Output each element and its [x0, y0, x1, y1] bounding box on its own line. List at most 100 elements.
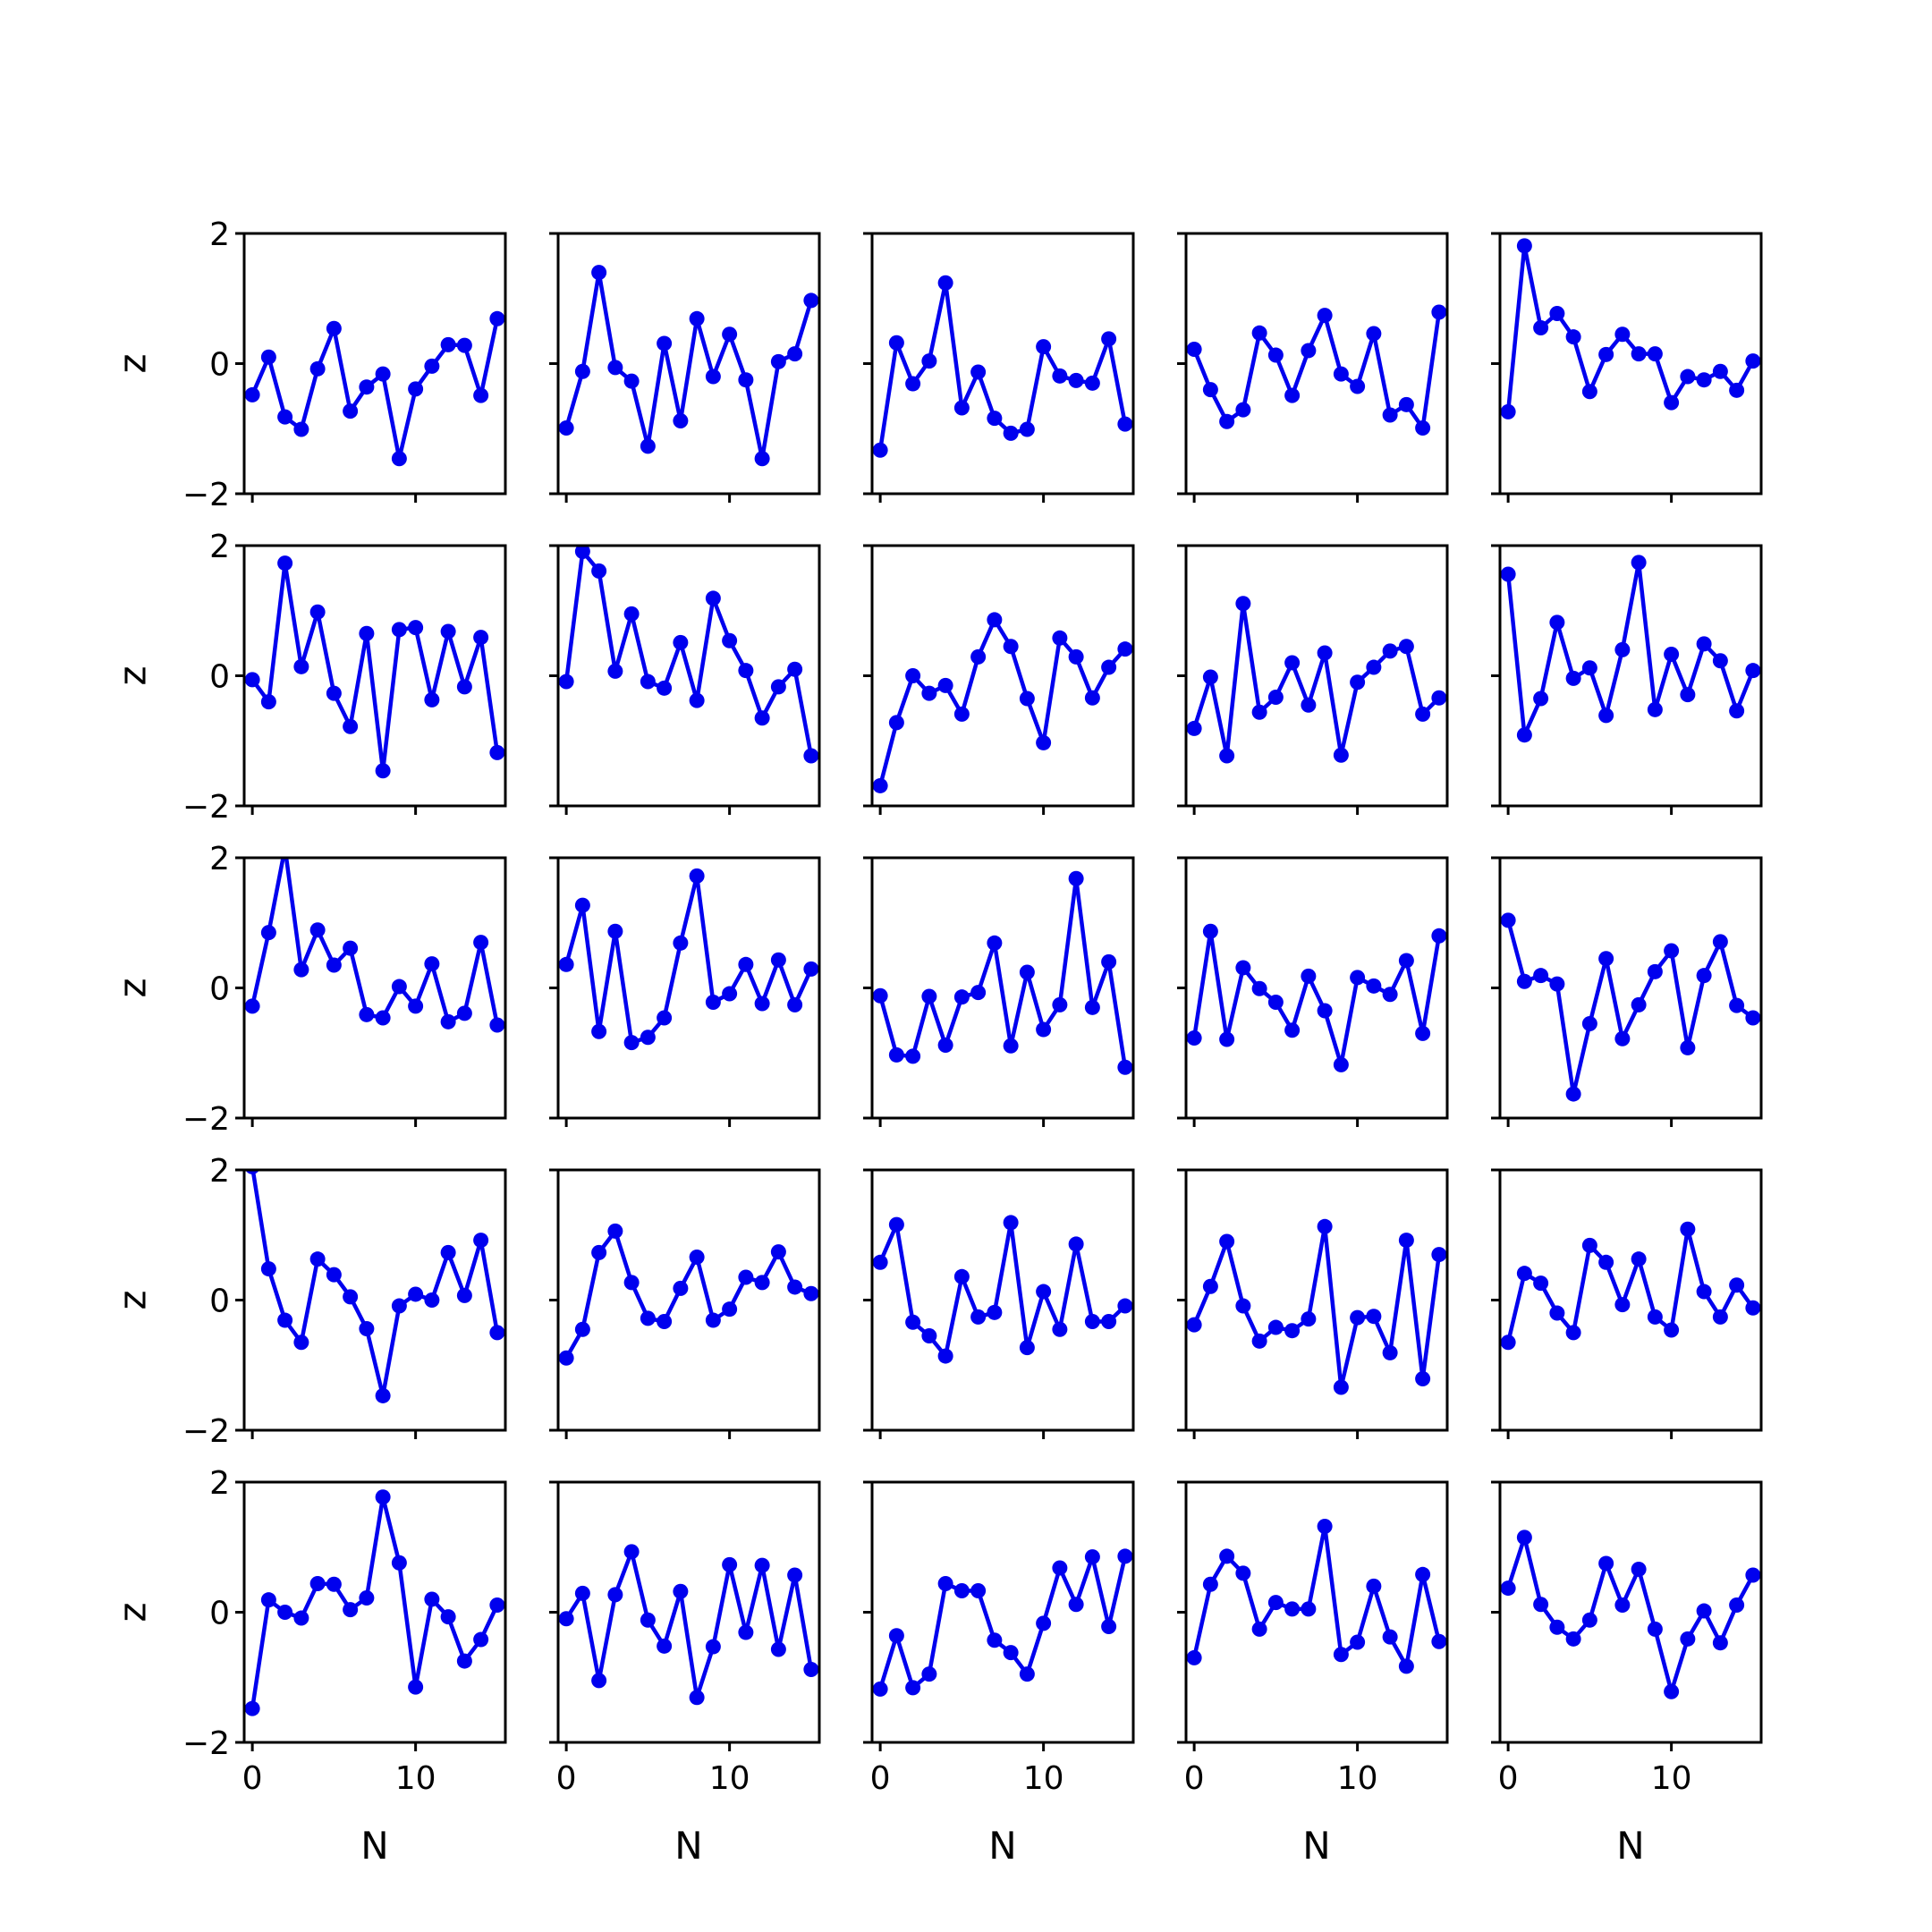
data-point [1284, 655, 1301, 671]
data-point [921, 685, 937, 701]
data-point [244, 1700, 260, 1716]
data-point [1549, 976, 1565, 992]
data-point [787, 661, 803, 677]
plot-frame [556, 1168, 821, 1432]
y-axis-label: z [111, 978, 155, 997]
subplot-1-2 [549, 232, 821, 503]
data-point [1516, 973, 1532, 989]
series-line [564, 270, 814, 461]
series-group [872, 1548, 1133, 1697]
data-point [953, 400, 970, 416]
series-group [1186, 1218, 1447, 1395]
data-point [657, 1638, 673, 1654]
data-point [591, 1673, 607, 1689]
data-point [1382, 1629, 1398, 1645]
data-point [1516, 1530, 1532, 1546]
data-point [770, 952, 786, 968]
data-point [244, 386, 260, 402]
data-point [359, 379, 375, 395]
data-point [1533, 968, 1549, 984]
data-point [921, 353, 937, 369]
data-point [1101, 1314, 1117, 1330]
data-point [1267, 995, 1284, 1011]
series-line [1505, 1226, 1755, 1343]
series-group [558, 1223, 819, 1366]
data-point [803, 1662, 819, 1678]
data-point [1251, 704, 1267, 720]
data-point [1680, 1039, 1696, 1055]
data-point [1431, 1247, 1447, 1263]
data-point [1117, 1059, 1133, 1075]
data-point [1052, 1321, 1068, 1337]
data-point [591, 265, 607, 281]
subplot-4-1: 2 0 −2 z [111, 1153, 507, 1450]
data-point [1549, 305, 1565, 321]
data-point [1317, 645, 1333, 661]
data-point [1019, 421, 1035, 437]
plot-frame [556, 232, 821, 496]
data-point [1598, 708, 1614, 724]
data-point [705, 995, 721, 1011]
data-point [1729, 703, 1745, 719]
data-point [1664, 646, 1680, 662]
plot-frame [556, 1480, 821, 1744]
series-group [872, 612, 1133, 793]
data-point [1084, 1314, 1100, 1330]
data-point [937, 1348, 953, 1364]
subplot-2-3 [863, 544, 1135, 815]
data-point [1284, 1323, 1301, 1339]
data-point [326, 685, 342, 701]
plot-frame [556, 544, 821, 808]
data-point [770, 1244, 786, 1260]
y-tick-label: −2 [182, 477, 230, 513]
y-axis-label: z [111, 353, 155, 373]
data-point [1068, 1236, 1084, 1252]
data-point [359, 1006, 375, 1022]
data-point [1267, 1595, 1284, 1611]
data-point [1696, 1284, 1712, 1300]
data-point [1581, 1612, 1597, 1628]
data-point [1647, 701, 1663, 717]
series-line [1505, 243, 1755, 412]
data-point [1565, 1631, 1581, 1647]
data-point [277, 555, 293, 572]
data-point [293, 962, 309, 978]
data-point [375, 1489, 391, 1505]
data-point [574, 897, 590, 913]
data-point [1003, 1038, 1019, 1054]
data-point [1516, 1266, 1532, 1282]
series-line [1191, 928, 1442, 1067]
data-point [1415, 1371, 1431, 1387]
data-point [689, 692, 705, 708]
data-point [375, 1010, 391, 1026]
data-point [673, 1280, 689, 1296]
data-point [326, 1267, 342, 1283]
data-point [689, 868, 705, 884]
data-point [1745, 353, 1761, 369]
data-point [921, 1328, 937, 1344]
data-point [408, 620, 424, 636]
data-point [1202, 923, 1218, 939]
plot-frame [870, 1168, 1135, 1432]
data-point [673, 1583, 689, 1599]
plot-frame [242, 1168, 507, 1432]
data-point [343, 403, 359, 419]
data-point [623, 1275, 640, 1291]
data-point [424, 956, 440, 972]
data-point [689, 1249, 705, 1265]
y-tick-label: −2 [182, 1101, 230, 1138]
data-point [473, 1631, 489, 1648]
data-point [640, 674, 656, 690]
data-point [1052, 996, 1068, 1013]
data-point [1101, 953, 1117, 970]
data-point [1533, 1275, 1549, 1292]
data-point [1101, 659, 1117, 675]
y-axis-label: z [111, 665, 155, 685]
x-tick-label: 10 [1023, 1760, 1064, 1797]
data-point [1284, 387, 1301, 403]
y-tick-label: −2 [182, 789, 230, 826]
data-point [293, 421, 309, 437]
data-point [1202, 1576, 1218, 1592]
data-point [343, 940, 359, 956]
